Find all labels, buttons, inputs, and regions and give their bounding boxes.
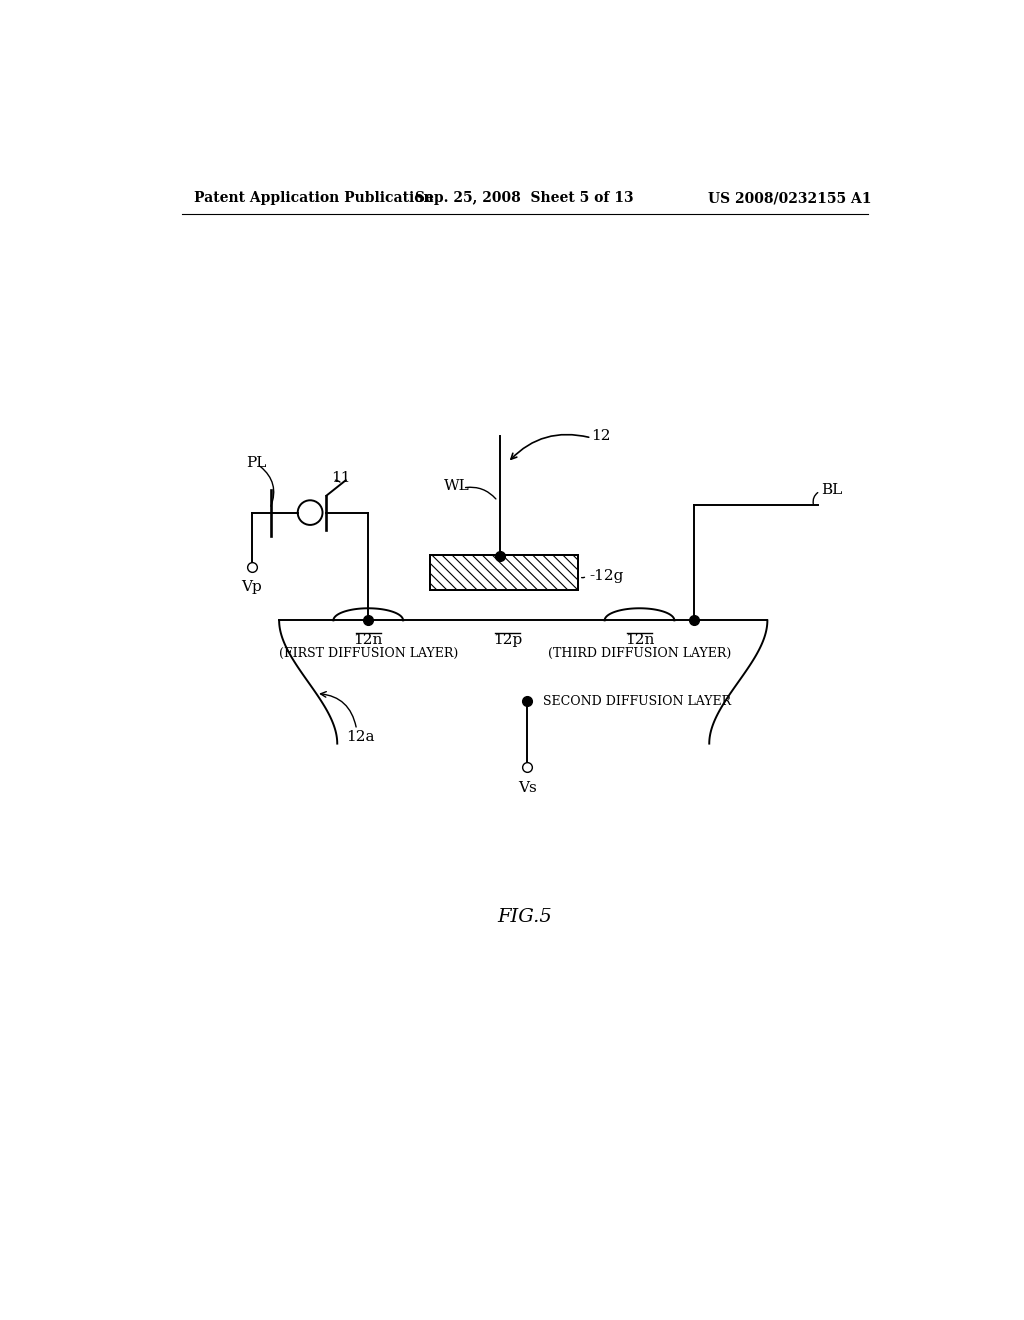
Text: 11: 11: [331, 471, 350, 484]
Text: 12n: 12n: [625, 634, 654, 648]
Text: 12: 12: [592, 429, 611, 442]
Text: Patent Application Publication: Patent Application Publication: [194, 191, 433, 206]
Text: SECOND DIFFUSION LAYER: SECOND DIFFUSION LAYER: [543, 694, 731, 708]
Bar: [430, 554, 578, 590]
Text: 12a: 12a: [346, 730, 375, 744]
Text: 12n: 12n: [353, 634, 383, 648]
Text: WL: WL: [444, 479, 470, 494]
Text: Vs: Vs: [518, 780, 537, 795]
Text: BL: BL: [821, 483, 843, 496]
Text: PL: PL: [246, 455, 266, 470]
Text: (THIRD DIFFUSION LAYER): (THIRD DIFFUSION LAYER): [548, 647, 731, 660]
Bar: [430, 554, 578, 590]
Text: 12p: 12p: [494, 634, 522, 648]
Bar: [430, 554, 578, 590]
Text: (FIRST DIFFUSION LAYER): (FIRST DIFFUSION LAYER): [279, 647, 458, 660]
Text: Sep. 25, 2008  Sheet 5 of 13: Sep. 25, 2008 Sheet 5 of 13: [416, 191, 634, 206]
Text: FIG.5: FIG.5: [498, 908, 552, 925]
Text: Vp: Vp: [242, 581, 262, 594]
Text: US 2008/0232155 A1: US 2008/0232155 A1: [709, 191, 872, 206]
Text: -12g: -12g: [589, 569, 624, 582]
